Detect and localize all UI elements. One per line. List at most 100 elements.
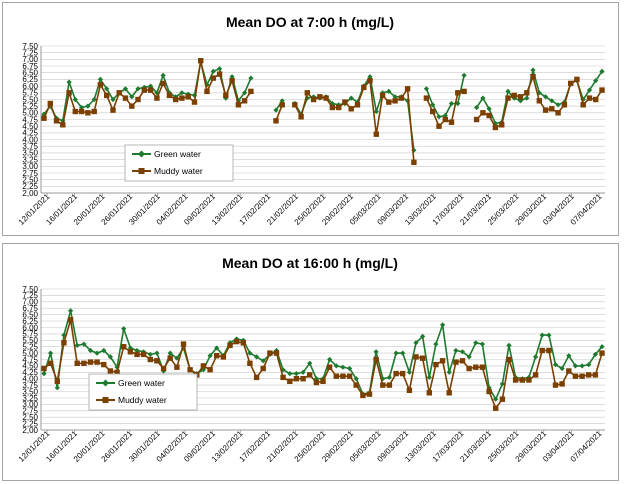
data-point-muddy-water: [599, 350, 605, 356]
data-point-muddy-water: [248, 88, 254, 95]
data-point-green-water: [549, 98, 555, 104]
data-point-muddy-water: [340, 373, 346, 379]
y-tick-label: 6,50: [22, 69, 38, 78]
legend-green-marker: [102, 379, 109, 387]
data-point-muddy-water: [280, 374, 286, 381]
y-tick-label: 5,25: [22, 102, 38, 111]
data-point-muddy-water: [279, 102, 285, 108]
legend-muddy-label: Muddy water: [118, 395, 167, 405]
data-point-muddy-water: [174, 364, 180, 370]
data-point-muddy-water: [480, 110, 486, 116]
data-point-muddy-water: [393, 370, 399, 377]
data-point-green-water: [413, 340, 419, 346]
legend-green-label: Green water: [154, 149, 201, 159]
y-tick-label: 3,00: [22, 400, 38, 409]
y-tick-label: 4,25: [22, 368, 38, 377]
data-point-green-water: [85, 103, 91, 109]
data-point-muddy-water: [223, 92, 229, 99]
data-point-muddy-water: [91, 108, 97, 115]
data-point-muddy-water: [214, 353, 220, 359]
chart-panel-morning: Mean DO at 7:00 h (mg/L) 2,00 2,25 2,50 2,7…: [2, 2, 619, 236]
data-point-muddy-water: [461, 88, 467, 95]
data-point-muddy-water: [273, 118, 279, 124]
data-point-muddy-water: [336, 104, 342, 111]
y-tick-label: 2,75: [22, 407, 38, 416]
data-point-green-water: [154, 350, 160, 356]
data-point-muddy-water: [486, 388, 492, 395]
data-point-muddy-water: [253, 374, 260, 381]
legend-muddy-marker: [138, 168, 145, 174]
data-point-muddy-water: [273, 350, 280, 356]
data-point-muddy-water: [404, 86, 411, 92]
data-point-green-water: [386, 374, 392, 380]
y-tick-label: 3,25: [22, 394, 38, 403]
axes: 2,002,252,502,753,003,253,503,754,004,25…: [17, 42, 605, 227]
data-point-muddy-water: [448, 119, 455, 125]
data-point-muddy-water: [66, 90, 72, 96]
data-point-muddy-water: [586, 372, 592, 378]
data-point-green-water: [347, 365, 353, 372]
series-line-green-water: [475, 69, 603, 125]
data-point-muddy-water: [317, 94, 323, 100]
data-point-muddy-water: [373, 131, 379, 137]
data-point-muddy-water: [87, 359, 94, 365]
data-point-muddy-water: [473, 364, 479, 370]
y-tick-label: 2,50: [22, 413, 38, 422]
data-point-muddy-water: [241, 98, 248, 104]
data-point-green-water: [486, 385, 492, 391]
y-tick-label: 5,25: [22, 343, 38, 352]
data-point-green-water: [280, 367, 286, 373]
data-point-muddy-water: [85, 110, 91, 116]
legend: Green water Muddy water: [88, 373, 198, 411]
data-point-muddy-water: [235, 102, 242, 108]
data-point-green-water: [242, 90, 248, 96]
data-point-muddy-water: [326, 364, 333, 370]
data-point-muddy-water: [166, 92, 173, 99]
data-point-green-water: [533, 354, 539, 360]
data-point-muddy-water: [147, 356, 153, 363]
y-tick-label: 4,75: [22, 355, 38, 364]
data-point-muddy-water: [505, 95, 511, 101]
y-tick-label: 5,75: [22, 330, 38, 339]
data-point-muddy-water: [361, 84, 367, 91]
data-point-green-water: [97, 76, 103, 82]
data-point-muddy-water: [419, 355, 426, 361]
data-point-muddy-water: [400, 370, 406, 377]
data-point-muddy-water: [287, 378, 293, 384]
data-point-green-water: [493, 396, 499, 402]
data-point-muddy-water: [473, 116, 480, 123]
data-point-muddy-water: [572, 373, 579, 379]
data-point-muddy-water: [187, 367, 193, 373]
data-point-muddy-water: [413, 354, 419, 360]
data-point-green-water: [348, 95, 354, 101]
data-point-muddy-water: [179, 95, 185, 101]
data-point-muddy-water: [536, 98, 542, 104]
data-point-green-water: [433, 341, 439, 347]
data-point-green-water: [160, 72, 166, 78]
y-tick-label: 2,75: [22, 169, 38, 178]
data-point-green-water: [327, 356, 333, 363]
data-point-muddy-water: [140, 351, 147, 358]
data-point-muddy-water: [486, 112, 492, 119]
data-point-muddy-water: [592, 372, 599, 378]
data-point-muddy-water: [185, 94, 191, 100]
data-point-muddy-water: [135, 96, 141, 103]
data-point-green-water: [440, 322, 446, 328]
data-point-green-water: [474, 104, 480, 111]
data-point-green-water: [392, 94, 398, 100]
data-point-green-water: [406, 369, 412, 375]
data-point-green-water: [473, 340, 479, 346]
data-point-green-water: [593, 78, 599, 84]
data-point-muddy-water: [72, 108, 78, 115]
data-point-muddy-water: [579, 373, 585, 379]
data-point-muddy-water: [342, 99, 348, 105]
data-point-muddy-water: [511, 92, 517, 99]
data-point-green-water: [94, 350, 100, 356]
data-point-green-water: [353, 376, 359, 382]
data-point-muddy-water: [453, 359, 459, 365]
data-point-green-water: [217, 66, 223, 72]
y-tick-label: 3,75: [22, 142, 38, 151]
data-point-muddy-water: [493, 405, 499, 411]
series-lines: [41, 58, 605, 165]
data-point-muddy-water: [519, 377, 525, 383]
